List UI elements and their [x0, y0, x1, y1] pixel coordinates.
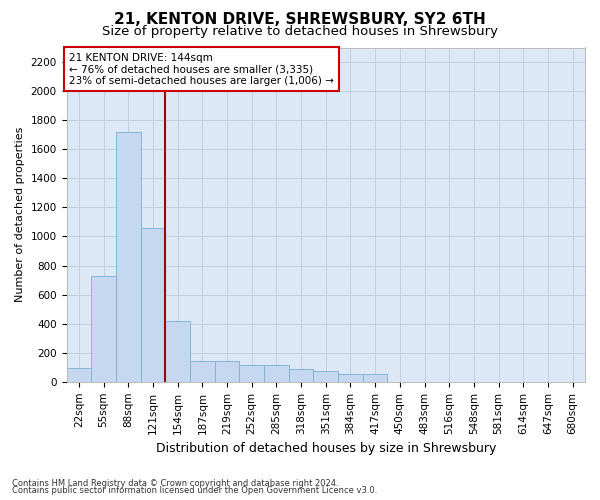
Bar [140, 228, 165, 382]
Bar [239, 365, 264, 382]
Bar [313, 371, 338, 382]
Text: 21 KENTON DRIVE: 144sqm
← 76% of detached houses are smaller (3,335)
23% of semi: 21 KENTON DRIVE: 144sqm ← 76% of detache… [69, 52, 334, 86]
Bar [190, 360, 215, 382]
Bar [338, 374, 363, 382]
Bar [91, 276, 116, 382]
X-axis label: Distribution of detached houses by size in Shrewsbury: Distribution of detached houses by size … [155, 442, 496, 455]
Bar [289, 368, 313, 382]
Bar [215, 360, 239, 382]
Text: Contains HM Land Registry data © Crown copyright and database right 2024.: Contains HM Land Registry data © Crown c… [12, 478, 338, 488]
Text: Size of property relative to detached houses in Shrewsbury: Size of property relative to detached ho… [102, 25, 498, 38]
Text: Contains public sector information licensed under the Open Government Licence v3: Contains public sector information licen… [12, 486, 377, 495]
Y-axis label: Number of detached properties: Number of detached properties [15, 127, 25, 302]
Bar [116, 132, 140, 382]
Text: 21, KENTON DRIVE, SHREWSBURY, SY2 6TH: 21, KENTON DRIVE, SHREWSBURY, SY2 6TH [114, 12, 486, 28]
Bar [165, 321, 190, 382]
Bar [67, 368, 91, 382]
Bar [264, 365, 289, 382]
Bar [363, 374, 388, 382]
